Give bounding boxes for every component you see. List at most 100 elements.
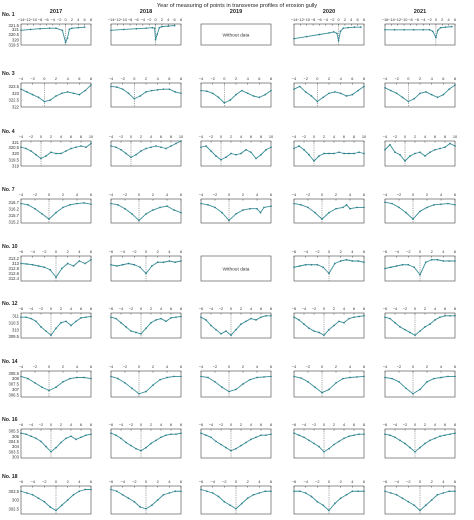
profile-point (430, 499, 433, 501)
profile-point (155, 319, 157, 321)
x-tick-label: −2 (312, 306, 316, 311)
x-tick-label: −4 (119, 422, 124, 427)
x-tick-label: 6 (180, 249, 182, 254)
x-tick-label: −2 (330, 17, 334, 22)
x-tick-label: 6 (270, 479, 272, 484)
profile-point (55, 509, 57, 512)
profile-panel: −4 −2 0 2 4 6 (19, 192, 92, 224)
x-tick-label: 0 (323, 306, 326, 311)
profile-point (55, 276, 57, 279)
profile-point (454, 432, 456, 434)
profile-point (356, 206, 358, 209)
x-tick-label: −6 (292, 306, 296, 311)
x-tick-label: 2 (344, 17, 346, 22)
profile-point (404, 328, 406, 331)
x-tick-label: 0 (404, 134, 407, 139)
profile-panel: −4 −2 0 2 4 6 (292, 192, 365, 224)
profile-point (398, 380, 400, 383)
profile-point (424, 155, 426, 157)
x-tick-label: 2 (62, 192, 64, 197)
profile-point (389, 492, 392, 494)
x-tick-label: 8 (170, 134, 172, 139)
profile-point (20, 490, 22, 493)
profile-panel: −6 −4 −2 0 2 4 6 8 (292, 306, 365, 339)
x-tick-label: 2 (340, 249, 342, 254)
profile-point (34, 207, 36, 210)
x-tick-label: 2 (150, 422, 152, 427)
profile-point (333, 324, 335, 327)
x-tick-label: −2 (393, 134, 397, 139)
x-tick-label: 4 (442, 479, 445, 484)
x-tick-label: 6 (80, 306, 82, 311)
profile-point (66, 37, 69, 40)
x-tick-label: 8 (353, 134, 355, 139)
year-headers: 2017 2018 2019 2020 2021 (50, 9, 426, 15)
profile-point (80, 145, 82, 147)
profile-point (255, 319, 257, 321)
profile-point (78, 93, 81, 96)
x-tick-label: 4 (448, 17, 451, 22)
profile-point (264, 490, 267, 493)
x-tick-label: 2 (242, 364, 244, 369)
profile-point (401, 96, 404, 99)
profile-point (318, 445, 320, 448)
profile-panel: −6 −4 −2 0 2 4 6 8 (292, 422, 365, 459)
x-tick-label: 2 (419, 76, 421, 81)
x-tick-label: 2 (145, 76, 147, 81)
profile-point (173, 24, 176, 27)
y-tick-label: 304 (12, 444, 20, 449)
profile-point (293, 202, 295, 205)
profile-label: No. 14 (2, 359, 18, 365)
profile-point (60, 267, 63, 270)
profile-point (135, 447, 137, 450)
profile-point (401, 497, 404, 500)
profile-point (115, 265, 118, 267)
y-tick-label: 312.4 (9, 276, 20, 281)
x-tick-label: −6 (109, 422, 113, 427)
profile-point (454, 203, 456, 206)
profile-point (403, 28, 405, 31)
profile-panel: −6 −4 −2 0 2 4 6 8 (109, 306, 182, 339)
x-tick-label: 4 (78, 249, 81, 254)
profile-panel: −4 −2 0 2 4 6 8 10 (109, 134, 184, 167)
profile-point (69, 377, 71, 380)
profile-point (50, 450, 52, 453)
profile-point (434, 148, 436, 151)
panel-frame (384, 370, 456, 398)
x-tick-label: −2 (397, 364, 401, 369)
y-tick-label: 322 (12, 105, 20, 110)
profile-point (338, 320, 340, 323)
profile-point (55, 211, 57, 214)
profile-point (316, 100, 319, 103)
profile-point (264, 93, 267, 96)
profile-point (170, 145, 172, 147)
profile-point (110, 432, 112, 434)
x-tick-label: 10 (179, 134, 184, 139)
profile-point (90, 488, 92, 491)
profile-point (75, 320, 77, 323)
profile-point (50, 334, 52, 337)
panel-frame (293, 255, 365, 282)
profile-point (90, 258, 92, 261)
profile-point (214, 206, 216, 209)
panel-frame (384, 428, 456, 459)
x-tick-label: 0 (40, 134, 43, 139)
profile-point (389, 317, 391, 320)
profile-point (66, 91, 69, 93)
profile-panel: −4 −2 0 2 4 6 (292, 364, 365, 398)
profile-point (35, 153, 37, 156)
profile-panel: −6 −4 −2 0 2 4 6 (199, 479, 272, 515)
profile-point (434, 319, 436, 321)
profile-point (430, 93, 433, 96)
x-tick-label: −8 (38, 17, 42, 22)
profile-point (252, 95, 255, 97)
profile-panel: −4 −2 0 2 4 6 8 (292, 76, 365, 108)
profile-point (110, 145, 112, 147)
profile-point (37, 265, 40, 267)
panel-frame (110, 82, 182, 108)
profile-point (358, 315, 360, 318)
y-tick-label: 316.2 (9, 206, 20, 211)
profile-point (333, 152, 335, 155)
profile-point (200, 488, 202, 491)
profile-point (358, 151, 360, 154)
